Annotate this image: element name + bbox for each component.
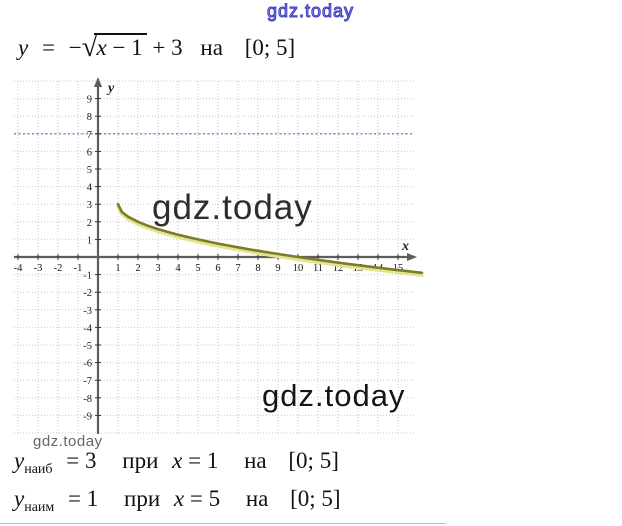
y-tick-label: -3	[83, 306, 92, 317]
x-tick-label: 11	[313, 263, 323, 274]
result-line-min: унаим = 1 при x = 5 на [0; 5]	[14, 486, 341, 516]
x-tick-label: -4	[14, 263, 23, 274]
x-tick-label: 10	[293, 263, 304, 274]
x-tick-label: 6	[215, 263, 220, 274]
y-tick-label: -5	[83, 341, 92, 352]
curve-glow	[116, 204, 424, 277]
x-tick-label: 15	[393, 263, 404, 274]
site-watermark-center: gdz.today	[152, 188, 313, 227]
site-watermark-top: gdz.today	[266, 1, 355, 22]
x-tick-label: 3	[155, 263, 160, 274]
x-axis-arrow	[407, 253, 417, 261]
y-tick-label: -4	[83, 323, 92, 334]
function-curve	[116, 202, 424, 275]
y-tick-label: 6	[87, 147, 92, 158]
x-tick-label: -1	[74, 263, 83, 274]
x-tick-label: 2	[135, 263, 140, 274]
y-tick-label: 9	[87, 95, 92, 106]
x-tick-label: 4	[175, 263, 181, 274]
result-var-value: = 5	[189, 486, 221, 511]
formula-on-word: на	[200, 35, 223, 60]
result-y-symbol: у	[14, 448, 25, 473]
y-tick-label: 2	[87, 218, 92, 229]
x-tick-label: -2	[54, 263, 63, 274]
cropped-next-element-rule	[0, 523, 446, 524]
result-var: x	[172, 448, 183, 473]
y-tick-label: -2	[83, 288, 92, 299]
radical-sign: √	[81, 31, 98, 63]
y-tick-label: 4	[87, 183, 93, 194]
site-watermark-below-graph: gdz.today	[33, 433, 103, 450]
x-tick-label: 5	[195, 263, 200, 274]
y-tick-label: -1	[83, 271, 92, 282]
site-watermark-bottom-right: gdz.today	[262, 378, 406, 413]
formula-lhs: y	[18, 35, 29, 60]
formula-tail: + 3	[152, 35, 183, 60]
y-axis-arrow	[94, 77, 102, 87]
result-var: x	[173, 486, 185, 511]
x-tick-label: 8	[255, 263, 260, 274]
x-tick-label: 12	[333, 263, 344, 274]
result-interval: [0; 5]	[288, 448, 339, 473]
result-line-max: унаиб = 3 при x = 1 на [0; 5]	[14, 448, 339, 478]
x-tick-label: 7	[235, 263, 240, 274]
y-tick-label: -9	[83, 411, 92, 422]
function-formula: y = −√x − 1 + 3 на [0; 5]	[18, 30, 295, 63]
result-on-word: на	[245, 486, 269, 511]
result-y-symbol: у	[14, 486, 25, 511]
y-tick-label: 7	[87, 130, 92, 141]
x-tick-label: 1	[115, 263, 120, 274]
result-at-word: при	[122, 448, 159, 473]
x-tick-label: 9	[275, 263, 280, 274]
y-tick-label: 1	[87, 235, 92, 246]
x-tick-label: -3	[34, 263, 43, 274]
result-var-value: = 1	[188, 448, 219, 473]
result-at-word: при	[124, 486, 161, 511]
y-tick-label: 5	[87, 165, 92, 176]
y-tick-label: -8	[83, 394, 92, 405]
result-interval: [0; 5]	[290, 486, 341, 511]
y-tick-label: 8	[87, 112, 92, 123]
y-tick-label: -7	[83, 376, 92, 387]
result-subscript: наим	[24, 500, 55, 515]
result-value: = 1	[68, 486, 99, 511]
result-value: = 3	[66, 448, 97, 473]
y-tick-label: 3	[87, 200, 92, 211]
y-tick-label: -6	[83, 359, 92, 370]
radicand: x − 1	[94, 33, 147, 60]
y-axis-label: y	[106, 81, 115, 96]
formula-interval: [0; 5]	[244, 35, 296, 60]
formula-equals: =	[41, 35, 55, 60]
result-subscript: наиб	[24, 462, 53, 477]
formula-minus: −	[68, 35, 82, 60]
result-on-word: на	[244, 448, 267, 473]
x-axis-label: x	[401, 239, 409, 254]
